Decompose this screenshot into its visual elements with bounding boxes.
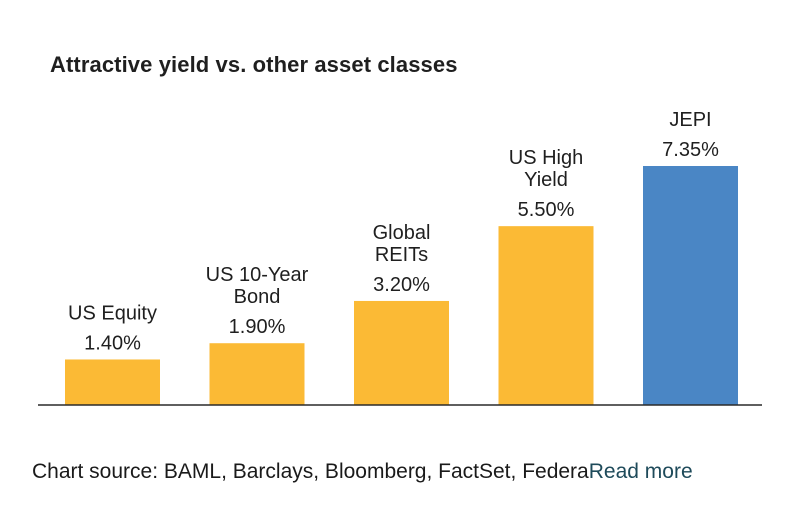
category-label-3-line-0: US High bbox=[509, 147, 583, 169]
category-label-1-line-1: Bond bbox=[234, 286, 281, 308]
value-label-3: 5.50% bbox=[518, 199, 575, 221]
category-label-2-line-0: Global bbox=[373, 222, 431, 244]
bar-0 bbox=[65, 359, 160, 405]
source-text: Chart source: BAML, Barclays, Bloomberg,… bbox=[32, 460, 589, 483]
category-label-4-line-0: JEPI bbox=[669, 109, 711, 131]
category-label-3-line-1: Yield bbox=[524, 169, 568, 191]
value-label-1: 1.90% bbox=[229, 316, 286, 338]
chart-source-caption: Chart source: BAML, Barclays, Bloomberg,… bbox=[32, 460, 693, 484]
value-label-0: 1.40% bbox=[84, 332, 141, 354]
value-label-4: 7.35% bbox=[662, 139, 719, 161]
bar-1 bbox=[210, 343, 305, 405]
category-label-1-line-0: US 10-Year bbox=[206, 264, 309, 286]
category-label-2-line-1: REITs bbox=[375, 244, 428, 266]
value-label-2: 3.20% bbox=[373, 274, 430, 296]
read-more-link[interactable]: Read more bbox=[589, 460, 693, 483]
bar-2 bbox=[354, 301, 449, 405]
category-label-0-line-0: US Equity bbox=[68, 302, 157, 324]
bar-3 bbox=[499, 226, 594, 405]
bar-chart: 1.40% US Equity 1.90% US 10-YearBond 3.20% Gl… bbox=[0, 0, 800, 528]
bar-4 bbox=[643, 166, 738, 405]
